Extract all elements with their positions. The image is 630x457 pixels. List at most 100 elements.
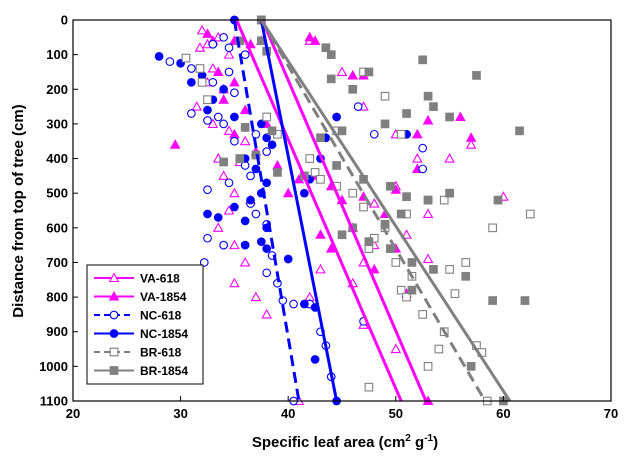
point-br-618-20 — [418, 310, 428, 319]
point-va-1854-27 — [455, 111, 466, 122]
x-axis-title-main: Specific leaf area (cm — [252, 434, 405, 451]
point-br-1854-11 — [423, 91, 433, 101]
point-br-1854-46 — [466, 362, 476, 371]
x-tick-label-60: 60 — [496, 406, 510, 421]
point-va-618-19 — [229, 239, 240, 250]
point-nc-1854-15 — [262, 178, 272, 188]
point-va-1854-11 — [229, 76, 240, 87]
point-br-1854-21 — [219, 157, 228, 167]
point-nc-618-19 — [246, 171, 255, 181]
x-axis-title-mid: g — [411, 434, 424, 451]
point-va-618-20 — [239, 256, 251, 267]
point-br-618-4 — [203, 95, 212, 105]
point-br-618-39 — [439, 195, 449, 205]
point-br-618-5 — [262, 112, 272, 122]
point-nc-618-6 — [187, 64, 196, 73]
x-axis-title-end: ) — [433, 434, 438, 451]
point-nc-1854-31 — [332, 112, 341, 122]
legend-label-br-1854: BR-1854 — [140, 364, 188, 378]
point-nc-618-2 — [208, 39, 218, 49]
point-nc-1854-18 — [230, 202, 239, 212]
point-br-1854-27 — [386, 181, 395, 191]
point-nc-1854-5 — [219, 84, 228, 94]
point-nc-618-3 — [219, 32, 228, 42]
point-br-1854-4 — [321, 43, 331, 53]
point-nc-618-28 — [199, 258, 209, 267]
point-va-618-23 — [261, 308, 272, 319]
point-br-1854-12 — [429, 102, 438, 111]
y-tick-label-500: 500 — [46, 186, 68, 201]
legend-marker-br-1854 — [109, 366, 119, 375]
y-tick-label-200: 200 — [46, 82, 68, 97]
point-br-618-19 — [402, 292, 411, 302]
point-br-618-9 — [316, 174, 325, 184]
legend-label-br-618: BR-618 — [140, 346, 182, 360]
point-nc-618-13 — [219, 119, 228, 129]
point-va-1854-10 — [212, 66, 224, 77]
point-nc-618-21 — [203, 185, 212, 195]
point-nc-1854-20 — [213, 213, 223, 222]
point-va-1854-29 — [412, 128, 423, 139]
point-nc-1854-34 — [310, 355, 320, 364]
point-va-618-22 — [250, 291, 262, 302]
point-va-1854-33 — [325, 243, 337, 253]
point-nc-618-9 — [230, 88, 239, 98]
point-br-1854-6 — [418, 55, 428, 65]
point-br-618-33 — [396, 129, 406, 139]
x-axis-title-sup2: -1 — [424, 433, 433, 444]
point-nc-618-32 — [289, 299, 298, 309]
y-tick-label-800: 800 — [46, 290, 68, 305]
point-va-618-37 — [422, 253, 434, 264]
fit-line-va-1854 — [260, 19, 428, 402]
point-nc-1854-24 — [240, 240, 250, 250]
point-br-1854-34 — [337, 230, 347, 240]
point-br-618-30 — [461, 258, 471, 267]
point-nc-618-16 — [230, 136, 239, 146]
legend-marker-va-618 — [108, 272, 120, 283]
fit-line-va-618 — [235, 19, 403, 402]
point-nc-1854-11 — [262, 133, 272, 143]
point-br-618-18 — [396, 285, 406, 295]
point-nc-618-4 — [224, 43, 234, 53]
plot-area-frame — [72, 19, 612, 402]
x-tick-label-50: 50 — [389, 406, 403, 421]
x-axis-title-sup: 2 — [405, 433, 411, 444]
point-va-618-11 — [239, 135, 251, 146]
point-br-1854-28 — [402, 192, 411, 201]
point-va-1854-35 — [368, 263, 380, 274]
point-br-618-8 — [310, 168, 320, 177]
point-nc-618-39 — [369, 129, 379, 139]
point-br-1854-19 — [240, 123, 250, 132]
legend-item-va-618: VA-618 — [94, 272, 180, 286]
point-br-618-32 — [488, 223, 497, 233]
point-va-618-17 — [223, 204, 235, 215]
point-va-618-39 — [315, 263, 326, 274]
point-br-1854-37 — [407, 258, 417, 267]
point-va-618-33 — [422, 208, 434, 219]
point-va-618-30 — [465, 139, 477, 149]
point-br-618-3 — [197, 77, 207, 87]
point-nc-1854-25 — [262, 244, 272, 253]
fit-line-nc-1854 — [259, 19, 339, 402]
point-va-618-14 — [218, 170, 229, 180]
point-va-1854-19 — [282, 187, 294, 198]
point-va-618-4 — [223, 49, 235, 59]
legend-label-va-1854: VA-1854 — [140, 290, 187, 304]
legend-marker-nc-1854 — [109, 329, 119, 338]
x-axis-title: Specific leaf area (cm2 g-1) — [252, 433, 438, 451]
point-br-1854-18 — [267, 126, 277, 136]
point-nc-1854-7 — [187, 77, 196, 87]
point-nc-1854-26 — [283, 254, 293, 264]
point-va-618-15 — [229, 187, 240, 198]
point-nc-1854-8 — [203, 105, 212, 115]
point-nc-618-8 — [208, 77, 218, 87]
point-br-1854-8 — [326, 74, 336, 84]
x-tick-label-30: 30 — [173, 406, 187, 421]
point-br-1854-44 — [493, 195, 503, 205]
point-br-1854-42 — [520, 296, 530, 305]
point-nc-618-20 — [224, 178, 234, 188]
point-br-618-23 — [445, 265, 454, 274]
point-nc-618-23 — [251, 209, 261, 219]
point-br-1854-9 — [364, 67, 374, 77]
